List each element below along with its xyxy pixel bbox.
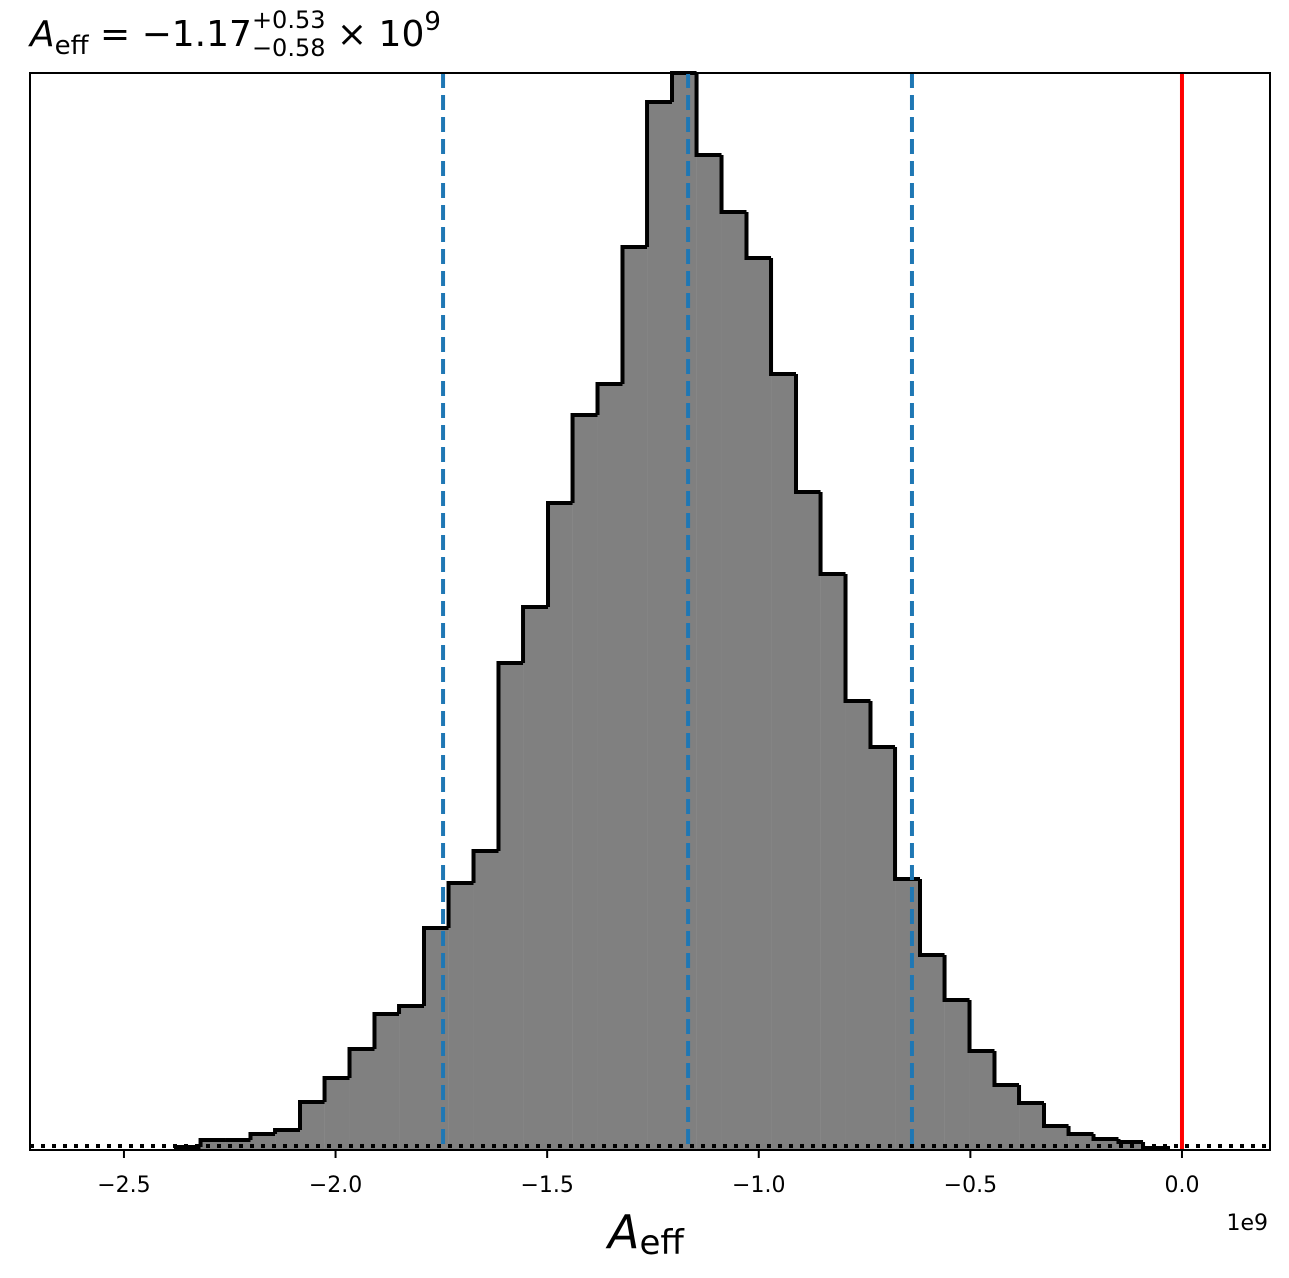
bar: [647, 102, 673, 1150]
bar: [696, 155, 722, 1150]
x-tick-label: −2.5: [97, 1173, 150, 1198]
bar: [920, 955, 945, 1150]
bar: [349, 1049, 375, 1150]
plot-frame: [29, 72, 1271, 1151]
bar-outline: [1116, 1139, 1144, 1144]
bar: [250, 1134, 276, 1150]
bar-outline: [794, 374, 821, 494]
bar-outline: [372, 1012, 400, 1049]
bar-outline: [347, 1047, 375, 1078]
bar: [721, 212, 747, 1150]
x-tick-label: −1.0: [732, 1173, 785, 1198]
bar: [548, 503, 573, 1150]
bar: [796, 492, 821, 1150]
bar: [399, 1006, 425, 1150]
bar: [473, 851, 499, 1150]
bar-outline: [967, 1000, 995, 1053]
bar-outline: [818, 492, 846, 576]
bar-outline: [744, 212, 772, 260]
bar: [597, 384, 623, 1150]
bar-outline: [918, 879, 945, 957]
bar: [275, 1130, 301, 1150]
bar-outline: [769, 258, 797, 376]
bar-outline: [645, 100, 673, 247]
bar: [969, 1051, 995, 1150]
bar-outline: [546, 501, 573, 607]
title-sub: −0.58: [252, 34, 326, 62]
title-main: = −1.17: [89, 14, 252, 55]
bar: [200, 1140, 226, 1150]
bar-outline: [1042, 1103, 1069, 1128]
bar-outline: [471, 849, 499, 883]
bar-outline: [868, 701, 896, 749]
bar-outline: [446, 881, 474, 928]
x-tick-label: −1.5: [520, 1173, 573, 1198]
title-exp: 9: [424, 7, 441, 37]
bar-outline: [893, 747, 921, 881]
x-tick-label: −0.5: [944, 1173, 997, 1198]
bar: [771, 374, 797, 1150]
bar: [498, 663, 524, 1150]
bar-outline: [843, 574, 871, 703]
bar-outline: [620, 245, 648, 384]
bar-outline: [1066, 1126, 1094, 1136]
title-sup: +0.53: [252, 6, 326, 34]
bar-outline: [496, 661, 524, 851]
bar-outline: [248, 1132, 276, 1140]
bar-outline: [1017, 1085, 1045, 1105]
bar-outline: [273, 1128, 301, 1134]
bar: [672, 73, 697, 1150]
bar: [622, 247, 648, 1150]
x-offset-label: 1e9: [1226, 1211, 1268, 1236]
x-axis-label: Aeff: [605, 1205, 685, 1263]
bar: [870, 747, 896, 1150]
bar: [820, 574, 846, 1150]
bar-outline: [298, 1100, 325, 1130]
bar: [523, 607, 549, 1150]
bar: [324, 1078, 350, 1150]
chart-title: Aeff = −1.17+0.53 −0.58 × 109: [28, 6, 441, 62]
x-tick-label: −2.0: [309, 1173, 362, 1198]
x-tick-label: 0.0: [1164, 1173, 1199, 1198]
xlabel-symbol-sub: eff: [639, 1223, 685, 1263]
bar: [944, 1000, 970, 1150]
bar: [300, 1102, 325, 1150]
bar: [1093, 1139, 1119, 1150]
bar-outline: [1091, 1134, 1119, 1141]
bar: [746, 258, 772, 1150]
bar: [845, 701, 871, 1150]
bar-outline: [322, 1076, 350, 1102]
title-symbol: A: [28, 14, 55, 55]
title-tail: × 10: [325, 14, 424, 55]
bar-outline: [992, 1051, 1020, 1087]
bar-outline: [595, 382, 623, 415]
bar-outline: [719, 155, 747, 214]
bar-outline: [422, 926, 449, 1006]
bar-outline: [570, 413, 598, 503]
bar: [374, 1014, 400, 1150]
bar: [1019, 1103, 1045, 1150]
bar: [448, 883, 474, 1150]
bar-outline: [942, 955, 970, 1002]
bar-outline: [198, 1138, 226, 1147]
bar-outline: [521, 605, 549, 663]
bar-outline: [694, 73, 722, 157]
bar: [225, 1140, 251, 1150]
bar: [994, 1085, 1020, 1150]
bar: [572, 415, 598, 1150]
xlabel-symbol: A: [605, 1205, 639, 1259]
bar-outline: [397, 1004, 425, 1014]
bar: [895, 879, 921, 1150]
title-symbol-sub: eff: [55, 31, 90, 61]
